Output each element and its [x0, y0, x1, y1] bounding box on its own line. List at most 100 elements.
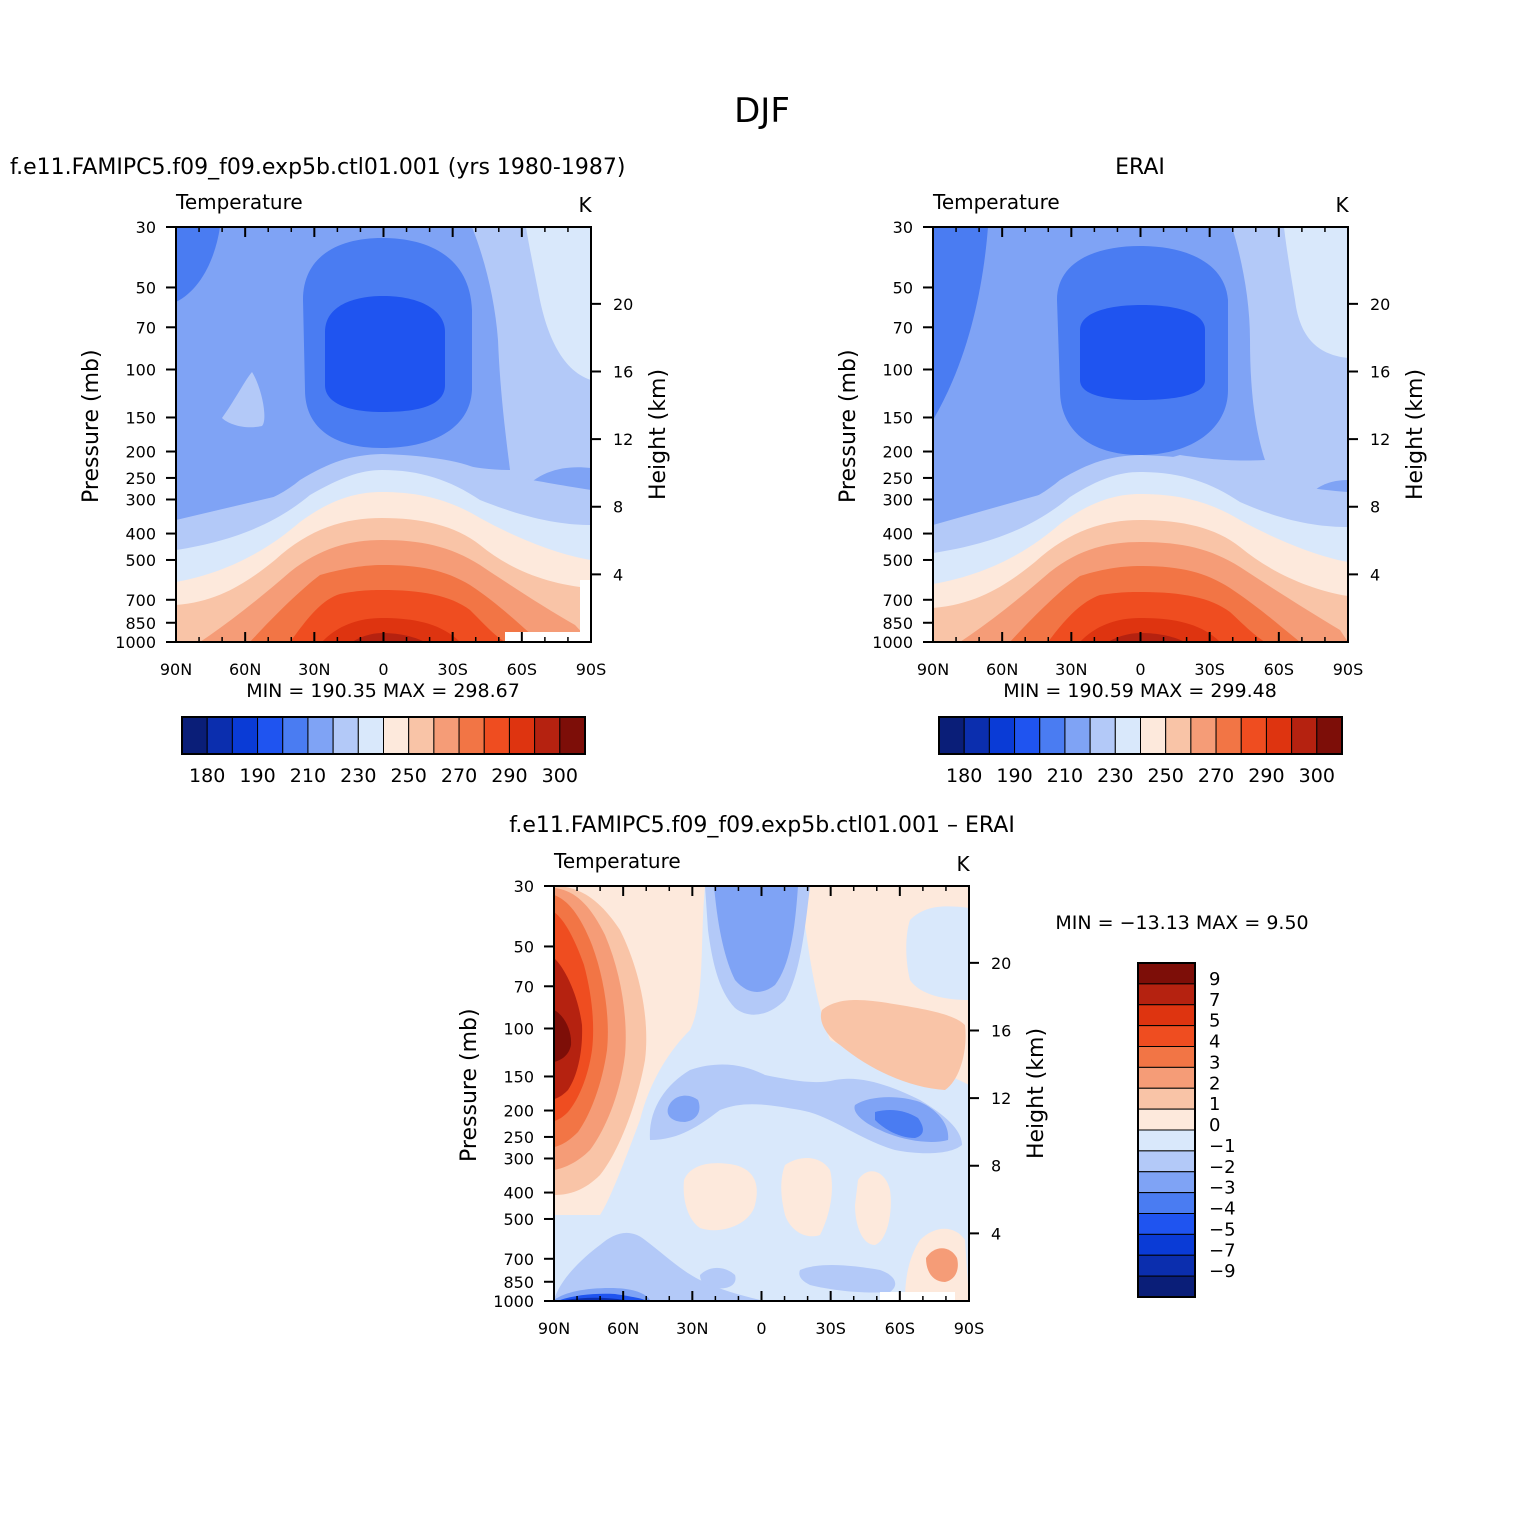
contour-field — [554, 886, 969, 1301]
y-tick-label: 850 — [503, 1273, 534, 1292]
colorbar-swatch — [1137, 1004, 1196, 1027]
colorbar-swatch — [408, 716, 435, 755]
y-tick-label: 700 — [882, 591, 913, 610]
contour-band — [683, 1163, 757, 1231]
colorbar-label: 300 — [1299, 765, 1335, 787]
panel-model: f.e11.FAMIPC5.f09_f09.exp5b.ctl01.001 (y… — [10, 155, 671, 702]
x-axis-ticks: 90N 60N 30N 0 30S 60S 90S 30 50 70 100 150 200 250 300… — [836, 218, 1428, 679]
y-tick-label: 150 — [882, 408, 913, 427]
y-tick-label: 150 — [503, 1067, 534, 1086]
missing-data-region — [880, 1292, 955, 1301]
colorbar-swatch — [1316, 716, 1343, 755]
y-tick-label: 100 — [125, 360, 156, 379]
y-axis-label: Pressure (mb) — [79, 349, 104, 503]
stats-label: MIN = −13.13 MAX = 9.50 — [1055, 912, 1308, 934]
x-tick-label: 60N — [229, 660, 261, 679]
main-title: DJF — [734, 91, 790, 131]
colorbar-swatch — [1165, 716, 1192, 755]
panel-left-label: Temperature — [175, 190, 303, 214]
y-tick-label: 400 — [125, 525, 156, 544]
colorbar-swatch — [1014, 716, 1041, 755]
y-right-tick-label: 8 — [613, 498, 623, 517]
x-tick-label: 60N — [607, 1319, 639, 1338]
colorbar-label: 230 — [1097, 765, 1133, 787]
contour-field — [176, 227, 591, 642]
colorbar-label: −7 — [1209, 1240, 1236, 1261]
colorbar-label: 210 — [1047, 765, 1083, 787]
colorbar-label: 0 — [1209, 1115, 1220, 1136]
x-tick-label: 60S — [507, 660, 538, 679]
colorbar-swatch — [534, 716, 561, 755]
colorbar-label: −5 — [1209, 1219, 1236, 1240]
contour-band — [1284, 227, 1348, 358]
y-tick-label: 400 — [882, 525, 913, 544]
y-tick-label: 70 — [514, 977, 534, 996]
contour-band — [565, 1297, 625, 1300]
colorbar-swatch — [1137, 1046, 1196, 1068]
colorbar-swatch — [1039, 716, 1066, 755]
y-right-axis-label: Height (km) — [1024, 1028, 1049, 1159]
y-tick-label: 300 — [882, 491, 913, 510]
colorbar-label: 290 — [491, 765, 527, 787]
y-tick-label: 300 — [503, 1150, 534, 1169]
colorbar-swatch — [433, 716, 460, 755]
colorbar-swatch — [1137, 1108, 1196, 1131]
panel-obs: ERAI Temperature K 90N 60N 30N 0 30S 60S 90S 30… — [836, 155, 1428, 702]
colorbar-label: 300 — [542, 765, 578, 787]
contour-band — [1080, 618, 1220, 642]
colorbar-model: 180 190 210 230 250 270 290 300 — [181, 716, 586, 787]
colorbar-frame — [1137, 962, 1196, 1298]
colorbar-label: 250 — [391, 765, 427, 787]
y-tick-label: 500 — [125, 551, 156, 570]
x-tick-label: 60S — [1264, 660, 1295, 679]
y-tick-label: 30 — [514, 877, 534, 896]
y-right-tick-label: 4 — [613, 565, 623, 584]
y-right-tick-label: 20 — [991, 954, 1011, 973]
colorbar-swatch — [1137, 1150, 1196, 1173]
colorbar-label: 2 — [1209, 1073, 1220, 1094]
y-right-tick-label: 20 — [613, 295, 633, 314]
x-tick-label: 90S — [954, 1319, 985, 1338]
colorbar-frame — [938, 716, 1343, 755]
colorbar-label: 190 — [996, 765, 1032, 787]
colorbar-swatch — [483, 716, 510, 755]
colorbar-swatch — [1215, 716, 1242, 755]
y-tick-label: 200 — [882, 443, 913, 462]
colorbar-label: −1 — [1209, 1136, 1236, 1157]
colorbar-label: −9 — [1209, 1261, 1236, 1282]
colorbar-swatch — [1137, 1025, 1196, 1047]
panel-title: f.e11.FAMIPC5.f09_f09.exp5b.ctl01.001 – … — [509, 813, 1015, 838]
colorbar-label: −4 — [1209, 1199, 1236, 1220]
y-axis-label: Pressure (mb) — [457, 1008, 482, 1162]
stats-label: MIN = 190.35 MAX = 298.67 — [246, 680, 520, 702]
contour-band — [526, 227, 591, 380]
panel-title: f.e11.FAMIPC5.f09_f09.exp5b.ctl01.001 (y… — [10, 155, 625, 180]
colorbar-swatch — [1137, 962, 1196, 985]
y-tick-label: 1000 — [872, 633, 913, 652]
colorbar-swatch — [1265, 716, 1293, 755]
colorbar-swatch — [282, 716, 309, 755]
y-right-tick-label: 12 — [991, 1089, 1011, 1108]
y-tick-label: 850 — [125, 614, 156, 633]
contour-band — [554, 1010, 572, 1062]
colorbar-label: 230 — [340, 765, 376, 787]
y-right-tick-label: 16 — [991, 1021, 1011, 1040]
y-right-axis-label: Height (km) — [646, 369, 671, 500]
colorbar-label: 1 — [1209, 1094, 1220, 1115]
y-tick-label: 30 — [136, 218, 156, 237]
colorbar-swatch — [307, 716, 334, 755]
y-tick-label: 200 — [125, 443, 156, 462]
contour-band — [781, 1158, 832, 1237]
contour-band — [1080, 305, 1205, 400]
y-tick-label: 500 — [882, 551, 913, 570]
contour-band — [933, 227, 988, 420]
colorbar-label: 3 — [1209, 1052, 1220, 1073]
colorbar-swatch — [1089, 716, 1116, 755]
x-tick-label: 30N — [298, 660, 330, 679]
colorbar-swatch — [231, 716, 259, 755]
contour-band — [714, 886, 798, 992]
x-tick-label: 30N — [676, 1319, 708, 1338]
contour-band — [855, 1171, 891, 1245]
colorbar-label: 180 — [946, 765, 982, 787]
colorbar-swatch — [1064, 716, 1091, 755]
